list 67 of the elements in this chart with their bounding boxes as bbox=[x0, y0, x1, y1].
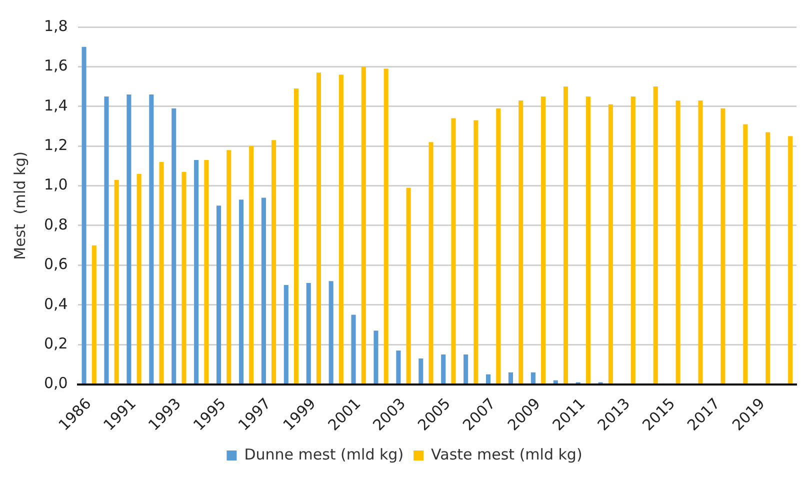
bar bbox=[204, 160, 209, 384]
bar bbox=[406, 188, 411, 384]
bar bbox=[676, 100, 680, 384]
bar bbox=[608, 104, 613, 384]
bar bbox=[238, 200, 244, 384]
bar bbox=[698, 100, 703, 384]
bar bbox=[249, 146, 254, 384]
bar bbox=[464, 354, 468, 384]
bar bbox=[496, 108, 501, 384]
y-tick-label: 0,8 bbox=[44, 215, 68, 234]
bar bbox=[172, 108, 176, 384]
y-tick-label: 1,0 bbox=[44, 176, 68, 194]
bar bbox=[338, 74, 344, 384]
bar bbox=[586, 96, 590, 384]
bar bbox=[418, 358, 424, 384]
bar bbox=[563, 86, 568, 384]
bar bbox=[216, 206, 222, 384]
legend-label: Dunne mest (mld kg) bbox=[244, 445, 404, 464]
bar bbox=[451, 118, 456, 384]
bar bbox=[653, 86, 658, 384]
bar bbox=[396, 350, 401, 384]
bar bbox=[361, 66, 366, 384]
y-tick-label: 0,2 bbox=[44, 334, 68, 352]
bar bbox=[328, 281, 334, 384]
bar bbox=[766, 132, 770, 384]
y-axis-title: Mest (mld kg) bbox=[10, 151, 29, 260]
bar bbox=[149, 94, 154, 384]
bar bbox=[136, 174, 142, 384]
y-tick-label: 1,2 bbox=[44, 136, 68, 154]
bar bbox=[306, 283, 311, 384]
bar bbox=[428, 142, 434, 384]
bar bbox=[126, 94, 132, 384]
bar bbox=[316, 72, 321, 384]
bar bbox=[630, 96, 636, 384]
bar bbox=[486, 374, 491, 384]
bar bbox=[104, 96, 109, 384]
bar bbox=[294, 88, 299, 384]
bar bbox=[351, 314, 356, 384]
legend-label: Vaste mest (mld kg) bbox=[431, 445, 582, 464]
bar bbox=[474, 120, 478, 384]
bar bbox=[284, 285, 288, 384]
bar bbox=[82, 46, 86, 384]
y-tick-label: 1,8 bbox=[44, 16, 68, 35]
bar bbox=[374, 330, 378, 384]
y-tick-label: 0,4 bbox=[44, 294, 68, 313]
bar bbox=[114, 180, 119, 384]
bar bbox=[441, 354, 446, 384]
bar bbox=[272, 140, 276, 384]
bar bbox=[182, 172, 186, 384]
y-tick-label: 1,4 bbox=[44, 96, 68, 114]
bar bbox=[518, 100, 524, 384]
bar bbox=[788, 136, 793, 384]
bar bbox=[226, 150, 232, 384]
bar bbox=[541, 96, 546, 384]
y-tick-label: 0,6 bbox=[44, 255, 68, 274]
bar bbox=[92, 245, 96, 384]
bar bbox=[553, 380, 558, 384]
bar bbox=[194, 160, 199, 384]
bar bbox=[384, 68, 388, 384]
bar bbox=[743, 124, 748, 384]
bar bbox=[261, 198, 266, 384]
bar bbox=[508, 372, 513, 384]
bar bbox=[159, 162, 164, 384]
y-tick-label: 0,0 bbox=[44, 374, 68, 392]
bar bbox=[720, 108, 726, 384]
bar bbox=[530, 372, 536, 384]
y-tick-label: 1,6 bbox=[44, 56, 68, 75]
